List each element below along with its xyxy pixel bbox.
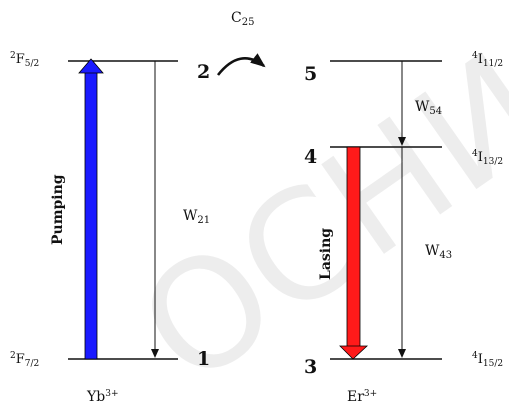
yb-lower-term-label: 2F7/2 <box>10 351 39 369</box>
pumping-arrow <box>78 58 104 360</box>
c25-label: C25 <box>231 10 254 28</box>
er-level-4-term-label: 4I13/2 <box>472 149 503 167</box>
yb-level-2-number: 2 <box>197 61 210 83</box>
w54-label: W54 <box>415 99 442 117</box>
pumping-label: Pumping <box>50 174 66 245</box>
w21-label: W21 <box>183 208 210 226</box>
er-level-5-term-label: 4I11/2 <box>472 51 503 69</box>
er-level-3-term-label: 4I15/2 <box>472 351 503 369</box>
er-level-3-number: 3 <box>304 356 317 378</box>
er-ion-label: Er3+ <box>347 389 377 405</box>
yb-level-1-number: 1 <box>197 348 210 370</box>
yb-ion-label: Yb3+ <box>86 389 119 405</box>
er-level-4-number: 4 <box>304 146 317 168</box>
yb-upper-term-label: 2F5/2 <box>10 51 39 69</box>
er-level-5-number: 5 <box>304 63 317 85</box>
lasing-arrow <box>339 146 369 360</box>
energy-transfer-arrow <box>216 53 266 76</box>
w43-label: W43 <box>425 243 452 261</box>
lasing-label: Lasing <box>318 228 334 280</box>
